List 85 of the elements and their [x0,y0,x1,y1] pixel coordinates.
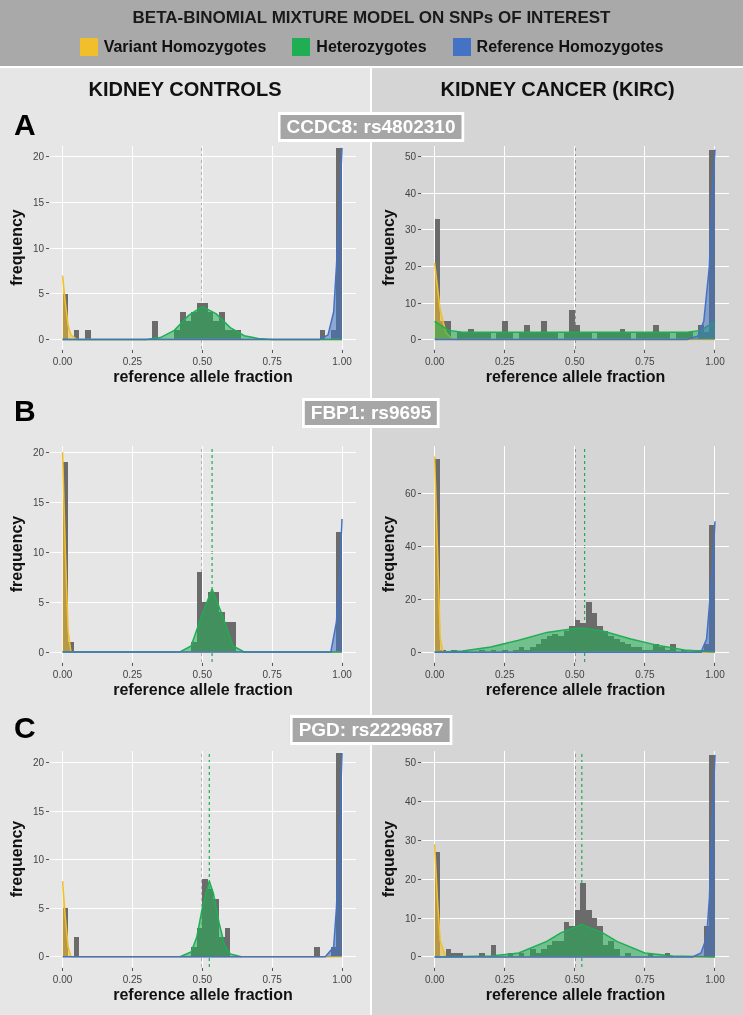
y-tick-label: 15 [32,496,45,508]
x-tick-label: 0.75 [262,974,283,985]
x-axis-title: reference allele fraction [485,680,666,698]
y-tick-label: 10 [404,297,417,309]
x-tick-label: 0.25 [122,669,143,680]
x-axis-title: reference allele fraction [485,985,666,1003]
text: C [14,711,36,745]
y-axis-title: frequency [7,209,25,286]
y-tick-label: 20 [32,757,45,769]
legend-label: Heterozygotes [316,38,427,56]
chart-subtitle: KIDNEY CONTROLS [87,78,283,101]
chart-title: BETA-BINOMIAL MIXTURE MODEL ON SNPs OF INTEREST [131,8,612,28]
y-tick-label: 0 [38,951,45,963]
y-tick-label: 10 [32,854,45,866]
chart-subtitle: KIDNEY CANCER (KIRC) [439,78,676,101]
y-tick-label: 10 [32,242,45,254]
y-axis-title: frequency [379,209,397,286]
x-tick-label: 1.00 [332,356,353,367]
y-tick-label: 20 [404,260,417,272]
y-tick-label: 40 [404,796,417,807]
y-tick-label: 60 [404,488,417,500]
x-tick-label: 0.50 [192,669,213,680]
x-tick-label: 0.75 [635,974,656,985]
x-axis-title: reference allele fraction [113,367,293,385]
x-tick-label: 0.00 [52,669,73,680]
y-tick-label: 10 [32,546,45,558]
x-tick-label: 1.00 [705,356,726,367]
y-tick-label: 50 [404,757,417,769]
legend-label: Reference Homozygotes [476,38,664,56]
y-tick-label: 15 [32,197,45,209]
y-tick-label: 10 [404,912,417,924]
text: CCDC8: rs4802310 [277,112,465,142]
x-tick-label: 0.50 [565,974,585,985]
y-tick-label: 15 [32,805,45,817]
y-tick-label: 0 [410,646,417,658]
y-tick-label: 20 [32,151,45,163]
x-tick-label: 0.25 [494,974,515,985]
y-tick-label: 0 [410,951,417,963]
y-tick-label: 30 [404,224,417,236]
x-tick-label: 0.50 [192,356,213,367]
y-tick-label: 20 [404,873,417,885]
x-tick-label: 0.75 [262,669,283,680]
x-tick-label: 0.25 [122,356,143,367]
text: PGD: rs2229687 [289,715,453,745]
y-axis-title: frequency [7,820,25,898]
y-tick-label: 50 [404,151,417,163]
y-tick-label: 0 [38,646,45,658]
x-axis-title: reference allele fraction [113,985,293,1003]
y-tick-label: 5 [38,596,45,608]
y-tick-label: 30 [404,834,417,846]
y-axis-title: frequency [7,515,25,593]
x-tick-label: 0.50 [565,356,585,367]
x-tick-label: 0.75 [262,356,283,367]
y-tick-label: 5 [38,288,45,300]
x-tick-label: 1.00 [705,974,726,985]
x-tick-label: 0.00 [52,356,73,367]
x-tick-label: 0.75 [635,356,656,367]
x-axis-title: reference allele fraction [485,367,666,385]
x-axis-title: reference allele fraction [113,680,293,698]
x-tick-label: 0.00 [424,669,445,680]
x-tick-label: 1.00 [332,669,353,680]
x-tick-label: 0.50 [192,974,213,985]
x-tick-label: 0.25 [494,669,515,680]
x-tick-label: 0.50 [565,669,585,680]
text: A [14,108,36,142]
x-tick-label: 1.00 [705,669,726,680]
y-tick-label: 0 [38,333,45,345]
x-tick-label: 0.00 [424,356,445,367]
legend-label: Variant Homozygotes [103,38,267,56]
x-tick-label: 0.75 [635,669,656,680]
y-tick-label: 5 [38,902,45,914]
y-tick-label: 40 [404,540,417,552]
x-tick-label: 0.25 [122,974,143,985]
y-axis-title: frequency [379,820,397,898]
y-axis-title: frequency [379,515,397,593]
text: FBP1: rs9695 [301,398,441,428]
y-tick-label: 20 [404,593,417,605]
y-tick-label: 40 [404,187,417,199]
y-tick-label: 0 [410,334,417,346]
x-tick-label: 0.00 [424,974,445,985]
y-tick-label: 20 [32,446,45,458]
text: B [14,394,36,428]
x-tick-label: 1.00 [332,974,353,985]
x-tick-label: 0.00 [52,974,73,985]
x-tick-label: 0.25 [494,356,515,367]
